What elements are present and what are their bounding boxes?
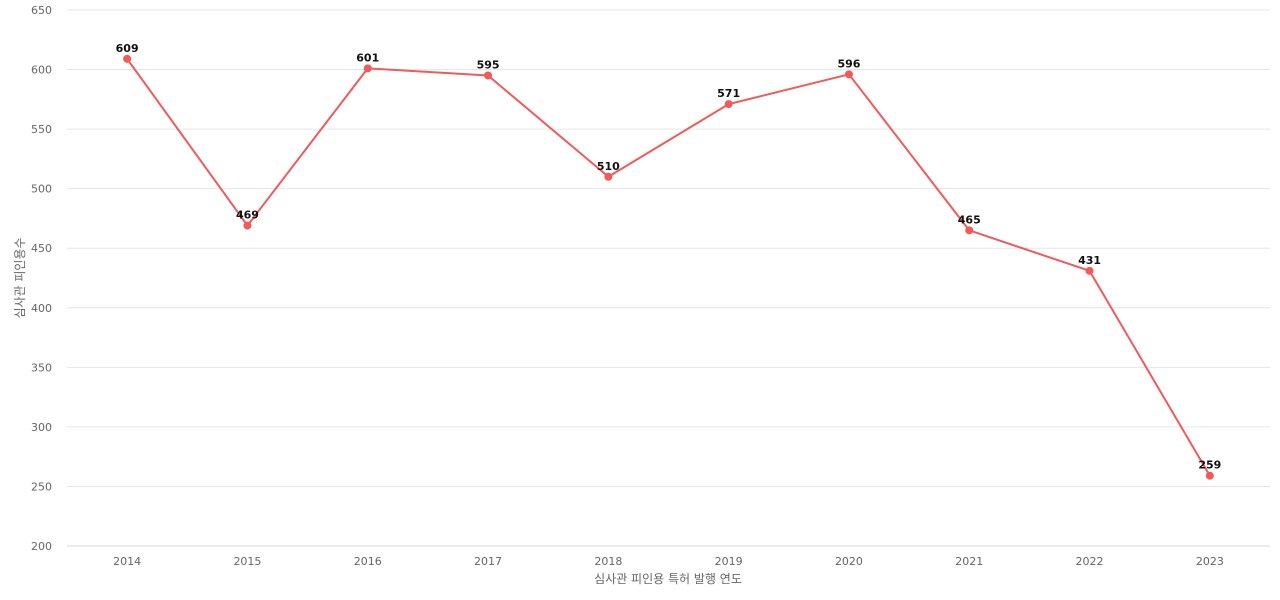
y-tick-label: 600	[31, 64, 52, 77]
data-point[interactable]	[243, 221, 252, 230]
data-point[interactable]	[363, 64, 372, 73]
x-tick-label: 2016	[354, 555, 382, 568]
y-tick-label: 500	[31, 183, 52, 196]
data-label: 259	[1198, 459, 1221, 472]
y-tick-label: 650	[31, 4, 52, 17]
x-tick-label: 2019	[715, 555, 743, 568]
x-tick-label: 2018	[594, 555, 622, 568]
x-tick-label: 2014	[113, 555, 141, 568]
data-label: 571	[717, 87, 740, 100]
y-tick-label: 450	[31, 242, 52, 255]
data-point[interactable]	[1085, 266, 1094, 275]
x-tick-label: 2022	[1076, 555, 1104, 568]
y-tick-label: 400	[31, 302, 52, 315]
x-tick-label: 2021	[955, 555, 983, 568]
grid-layer	[67, 9, 1270, 547]
y-tick-label: 350	[31, 361, 52, 374]
data-label: 431	[1078, 254, 1101, 267]
y-tick-label: 550	[31, 123, 52, 136]
series-layer	[123, 54, 1214, 480]
data-label: 465	[958, 213, 981, 226]
data-label: 601	[356, 51, 379, 64]
data-point[interactable]	[1205, 471, 1214, 480]
data-point[interactable]	[604, 172, 613, 181]
series-line	[126, 57, 1211, 477]
data-label: 469	[236, 209, 259, 222]
data-point[interactable]	[724, 100, 733, 109]
y-tick-label: 200	[31, 540, 52, 553]
label-layer: 609 469 601 595 510 571 596 465 431 259	[116, 42, 1222, 472]
x-axis-title: 심사관 피인용 특허 발행 연도	[594, 571, 742, 586]
data-point[interactable]	[123, 54, 132, 63]
x-tick-label: 2017	[474, 555, 502, 568]
x-tick-label: 2015	[233, 555, 261, 568]
x-tick-label: 2020	[835, 555, 863, 568]
data-label: 596	[837, 57, 860, 70]
data-label: 595	[477, 59, 500, 72]
y-axis-title: 심사관 피인용수	[13, 237, 27, 318]
data-label: 510	[597, 160, 620, 173]
axis-layer: 200 250 300 350 400 450 500 550 600 650 2014 2015 20…	[31, 4, 1270, 568]
data-point[interactable]	[965, 226, 974, 235]
data-label: 609	[116, 42, 139, 55]
data-point[interactable]	[484, 71, 493, 80]
data-point[interactable]	[844, 70, 853, 79]
y-tick-label: 250	[31, 480, 52, 493]
y-tick-label: 300	[31, 421, 52, 434]
x-tick-label: 2023	[1196, 555, 1224, 568]
